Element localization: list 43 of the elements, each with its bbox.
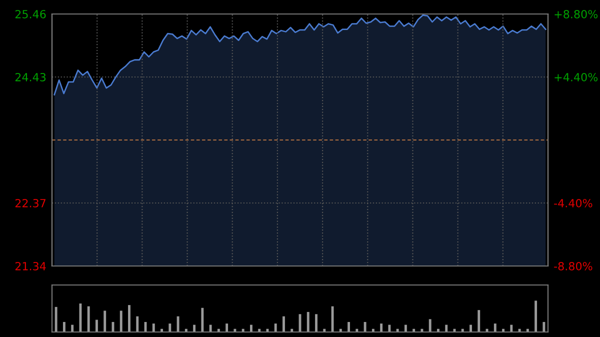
y-tick-label: 25.46: [15, 10, 46, 18]
bar: [542, 322, 546, 332]
bar: [404, 324, 407, 332]
y2-tick-label: -4.40%: [554, 198, 592, 208]
bar: [534, 300, 538, 332]
bar: [380, 324, 383, 332]
bar: [209, 324, 212, 332]
bar: [152, 324, 155, 332]
bar: [274, 324, 277, 332]
bar: [62, 322, 66, 332]
bar: [348, 322, 350, 332]
bar: [494, 324, 496, 332]
bar: [428, 319, 432, 332]
bar: [201, 308, 204, 332]
bar: [226, 324, 228, 332]
bar: [250, 324, 252, 332]
y2-tick-label: +4.40%: [554, 72, 598, 82]
bar: [445, 324, 448, 332]
bar: [79, 303, 82, 332]
bar: [176, 316, 180, 332]
bar: [510, 324, 513, 332]
bar: [364, 322, 366, 332]
bar: [388, 324, 391, 332]
y-tick-label: 21.34: [15, 262, 46, 270]
bar: [315, 314, 318, 332]
bar: [193, 324, 196, 332]
y2-tick-label: +8.80%: [554, 10, 598, 18]
y-tick-label: 24.43: [15, 72, 46, 82]
bar: [54, 306, 58, 332]
bar: [478, 310, 480, 332]
bar: [128, 305, 130, 332]
bar: [71, 324, 74, 332]
bar: [470, 324, 472, 332]
bar: [168, 324, 172, 332]
y2-tick-label: -8.80%: [554, 262, 592, 270]
bar: [306, 312, 310, 332]
bar: [96, 320, 98, 332]
bar: [282, 316, 285, 332]
bar: [136, 316, 139, 332]
y-tick-label: 22.37: [15, 198, 46, 208]
bar: [104, 310, 106, 332]
bar: [120, 310, 122, 332]
bar: [87, 306, 90, 332]
